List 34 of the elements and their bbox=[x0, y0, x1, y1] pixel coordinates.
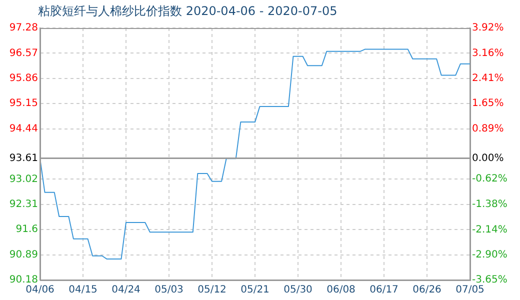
y2-tick-label: 2.41% bbox=[472, 72, 504, 84]
y2-tick-label: 3.92% bbox=[472, 22, 504, 34]
x-tick-label: 06/26 bbox=[412, 284, 442, 296]
y-tick-label: 94.44 bbox=[9, 123, 38, 134]
y-tick-label: 92.31 bbox=[9, 198, 38, 210]
x-tick-label: 06/17 bbox=[370, 284, 398, 296]
y2-tick-label: 0.89% bbox=[472, 123, 504, 134]
x-tick-label: 06/08 bbox=[326, 284, 356, 296]
y2-tick-label: -3.65% bbox=[472, 274, 508, 286]
x-tick-label: 07/05 bbox=[456, 284, 484, 296]
y-tick-label: 90.89 bbox=[9, 249, 38, 260]
x-tick-label: 05/30 bbox=[284, 284, 312, 296]
y-tick-label: 90.18 bbox=[9, 274, 38, 286]
x-tick-label: 05/03 bbox=[154, 284, 184, 296]
y2-tick-label: -1.38% bbox=[472, 199, 508, 210]
y2-tick-label: 0.00% bbox=[472, 153, 504, 164]
x-tick-label: 05/21 bbox=[240, 284, 270, 296]
y-tick-label: 97.28 bbox=[9, 22, 38, 34]
y-tick-label: 91.6 bbox=[16, 224, 38, 236]
x-tick-label: 05/12 bbox=[198, 284, 226, 296]
y-tick-label: 95.15 bbox=[9, 98, 38, 110]
y-tick-label: 93.61 bbox=[9, 152, 38, 164]
y2-tick-label: 3.16% bbox=[472, 48, 504, 59]
x-tick-label: 04/15 bbox=[68, 284, 98, 296]
y2-tick-label: 1.65% bbox=[472, 98, 504, 110]
y-tick-label: 96.57 bbox=[9, 48, 38, 59]
chart-title: 粘胶短纤与人棉纱比价指数 2020-04-06 - 2020-07-05 bbox=[38, 4, 338, 18]
y2-tick-label: -2.90% bbox=[472, 250, 508, 261]
y2-tick-label: -2.14% bbox=[472, 224, 508, 236]
x-tick-label: 04/06 bbox=[26, 284, 54, 296]
y-tick-label: 93.02 bbox=[9, 174, 38, 185]
y-tick-label: 95.86 bbox=[9, 72, 38, 84]
y2-tick-label: -0.62% bbox=[472, 174, 508, 185]
x-tick-label: 04/24 bbox=[112, 284, 140, 296]
